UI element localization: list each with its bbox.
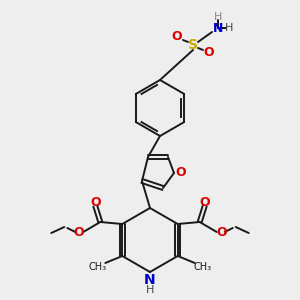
Text: O: O: [90, 196, 101, 209]
Text: N: N: [144, 273, 156, 287]
Text: H: H: [146, 285, 154, 295]
Text: H: H: [225, 23, 233, 33]
Text: CH₃: CH₃: [88, 262, 106, 272]
Text: S: S: [188, 38, 198, 52]
Text: N: N: [213, 22, 223, 34]
Text: H: H: [214, 12, 222, 22]
Text: O: O: [176, 167, 186, 179]
Text: O: O: [200, 196, 210, 209]
Text: O: O: [204, 46, 214, 59]
Text: CH₃: CH₃: [194, 262, 212, 272]
Text: O: O: [73, 226, 84, 238]
Text: O: O: [172, 31, 182, 44]
Text: O: O: [216, 226, 227, 238]
